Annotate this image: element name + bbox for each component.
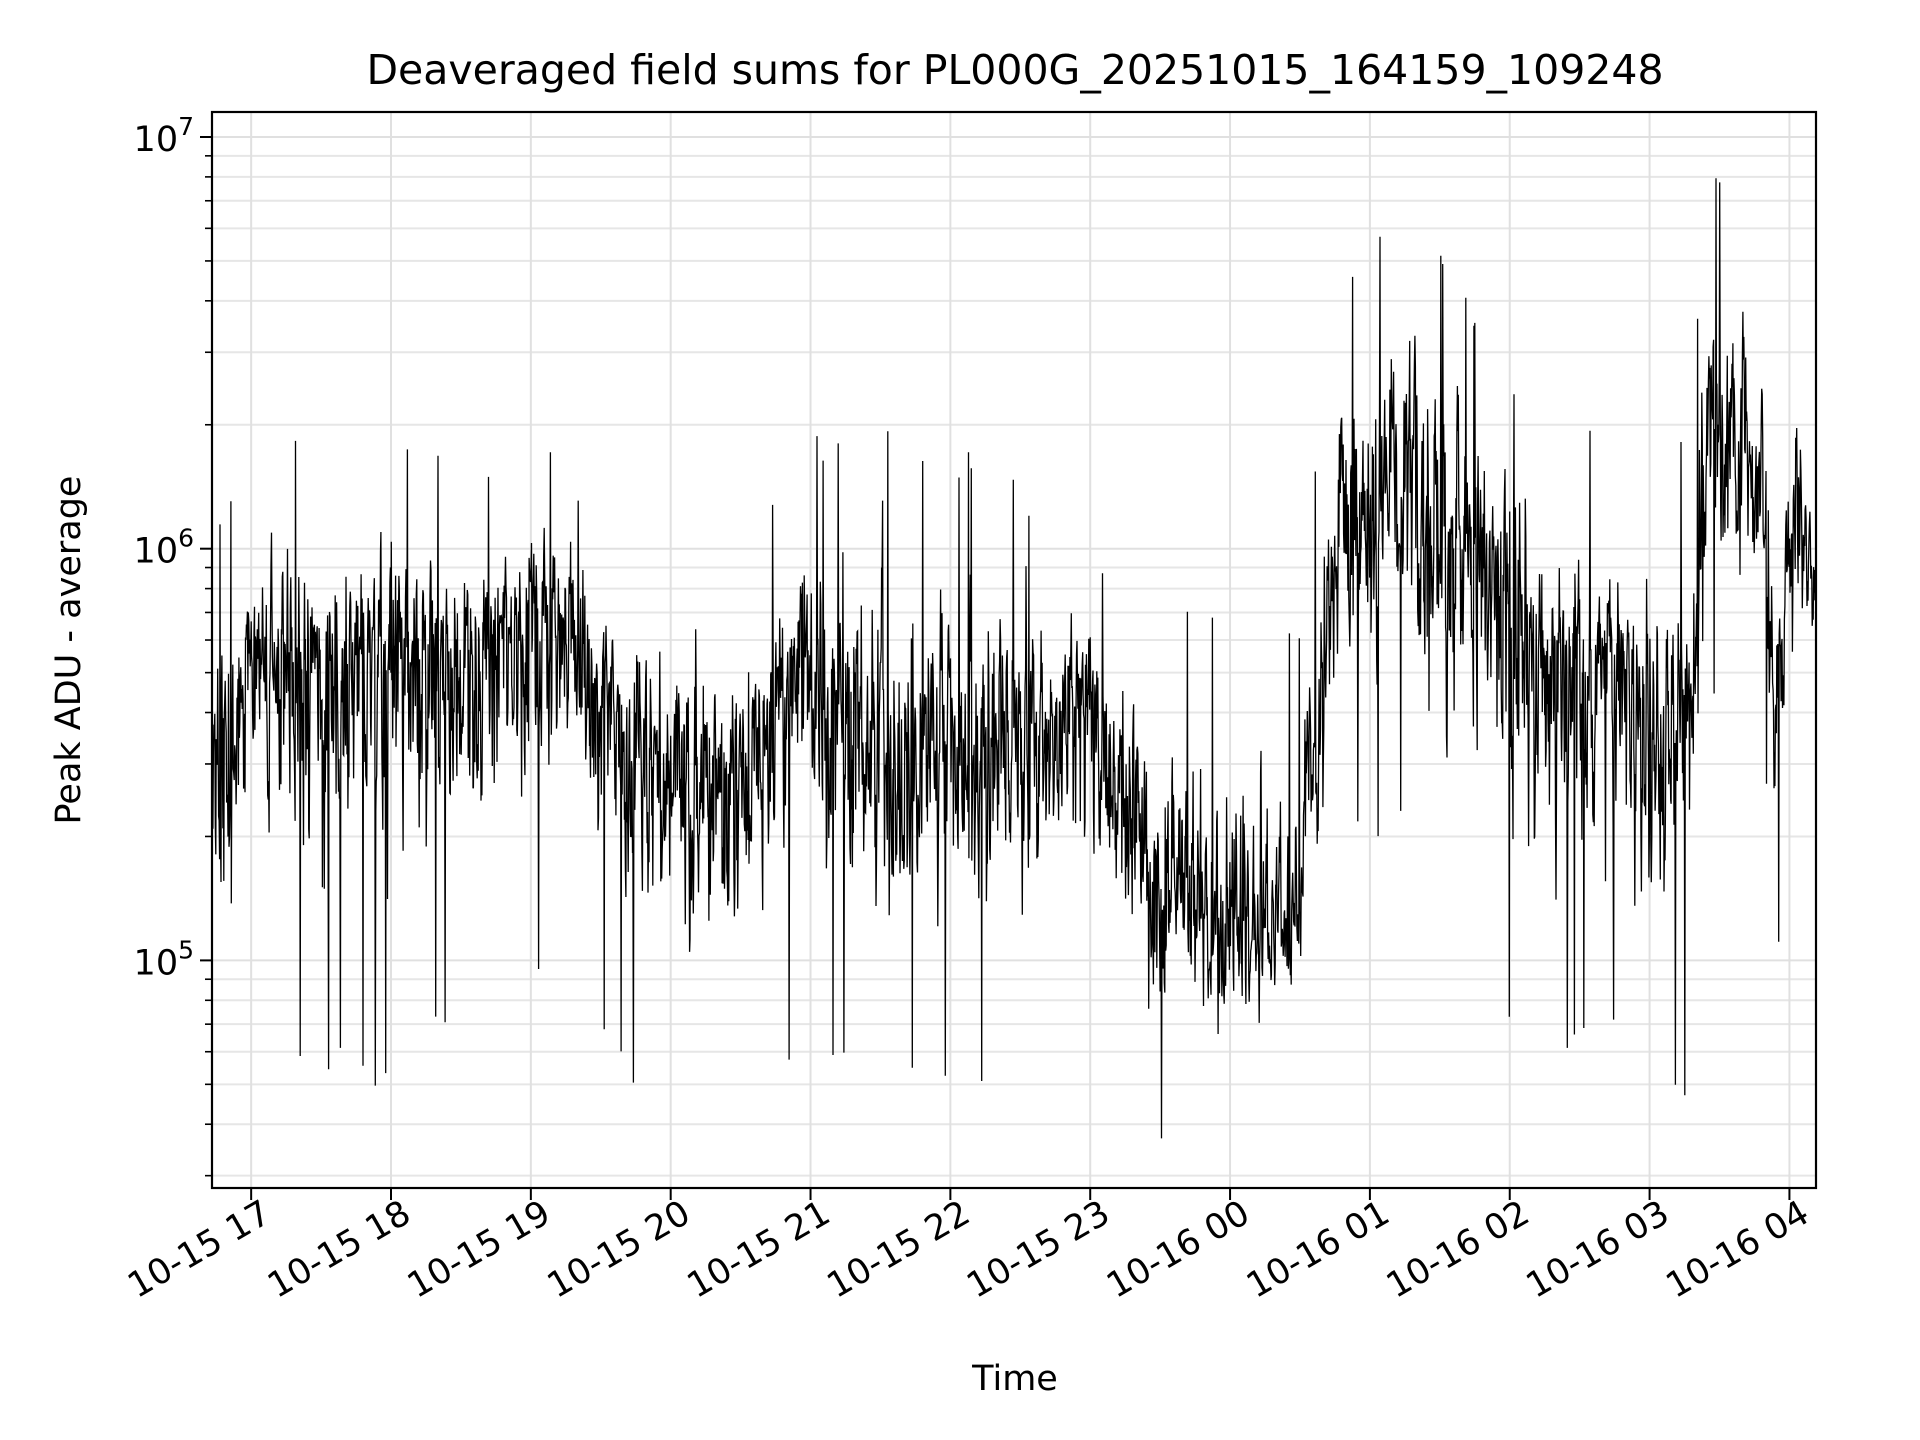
chart-title: Deaveraged field sums for PL000G_2025101… bbox=[366, 46, 1663, 94]
x-axis-label: Time bbox=[971, 1359, 1058, 1399]
series-line-peak-adu bbox=[211, 178, 1817, 1139]
series-layer bbox=[211, 178, 1817, 1139]
plot-frame bbox=[210, 110, 1818, 1190]
y-axis: 105 106 107 bbox=[134, 112, 212, 1177]
y-tick-label: 106 bbox=[134, 524, 194, 572]
y-tick-label: 107 bbox=[134, 112, 194, 160]
y-axis-label: Peak ADU - average bbox=[49, 476, 89, 825]
y-tick-label: 105 bbox=[134, 935, 194, 983]
